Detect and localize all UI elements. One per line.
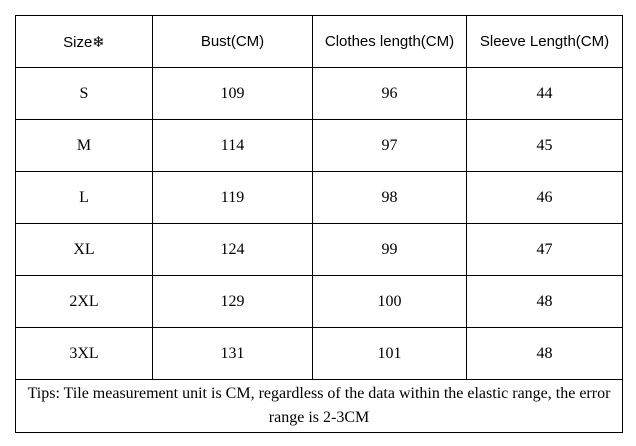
data-cell: 109 — [152, 67, 313, 120]
data-cell: 45 — [466, 119, 623, 172]
data-cell: 98 — [312, 171, 467, 224]
note-row: Tips: Tile measurement unit is CM, regar… — [15, 379, 623, 433]
data-cell: 46 — [466, 171, 623, 224]
data-row: S 109 96 44 — [15, 67, 623, 120]
data-row: 2XL 129 100 48 — [15, 275, 623, 328]
note-cell: Tips: Tile measurement unit is CM, regar… — [15, 379, 623, 433]
table-body: Size❄ Bust(CM) Clothes length(CM) Sleeve Le… — [15, 15, 623, 433]
data-cell: 44 — [466, 67, 623, 120]
header-cell: Sleeve Length(CM) — [466, 15, 623, 68]
data-cell: 99 — [312, 223, 467, 276]
data-cell: 131 — [152, 327, 313, 380]
header-row: Size❄ Bust(CM) Clothes length(CM) Sleeve Le… — [15, 15, 623, 68]
header-cell: Size❄ — [15, 15, 153, 68]
data-cell: 96 — [312, 67, 467, 120]
data-cell: 124 — [152, 223, 313, 276]
data-cell: 114 — [152, 119, 313, 172]
data-cell: 119 — [152, 171, 313, 224]
data-cell: S — [15, 67, 153, 120]
data-cell: 48 — [466, 275, 623, 328]
data-cell: 47 — [466, 223, 623, 276]
data-cell: 97 — [312, 119, 467, 172]
data-row: M 114 97 45 — [15, 119, 623, 172]
data-cell: 100 — [312, 275, 467, 328]
data-row: L 119 98 46 — [15, 171, 623, 224]
data-cell: 3XL — [15, 327, 153, 380]
data-row: XL 124 99 47 — [15, 223, 623, 276]
header-cell: Bust(CM) — [152, 15, 313, 68]
data-cell: 101 — [312, 327, 467, 380]
header-cell: Clothes length(CM) — [312, 15, 467, 68]
data-cell: M — [15, 119, 153, 172]
data-cell: XL — [15, 223, 153, 276]
data-cell: 48 — [466, 327, 623, 380]
data-row: 3XL 131 101 48 — [15, 327, 623, 380]
data-cell: L — [15, 171, 153, 224]
data-cell: 129 — [152, 275, 313, 328]
data-cell: 2XL — [15, 275, 153, 328]
size-table: Size❄ Bust(CM) Clothes length(CM) Sleeve Le… — [15, 15, 623, 433]
